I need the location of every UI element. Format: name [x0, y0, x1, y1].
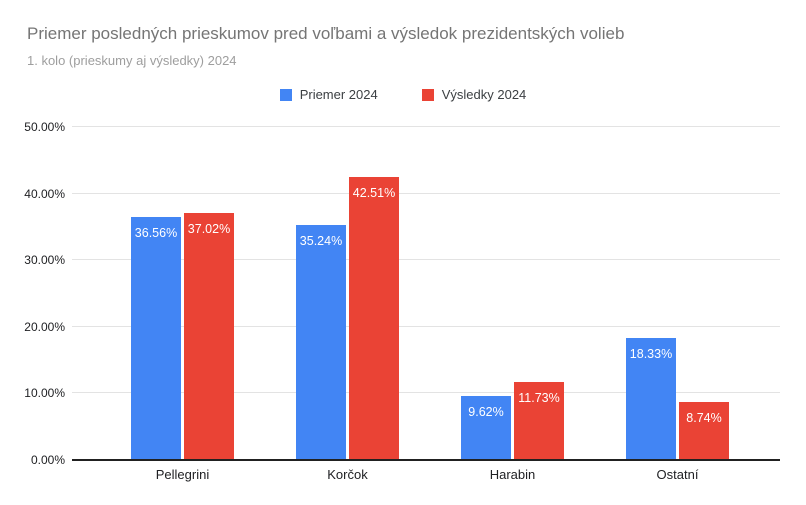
- legend-label: Priemer 2024: [299, 87, 378, 102]
- bar-value-label: 18.33%: [629, 346, 673, 361]
- bar-group-pellegrini: 36.56% 37.02%: [131, 213, 234, 460]
- x-axis-label-ostatni: Ostatní: [656, 467, 699, 482]
- bar-value-label: 36.56%: [134, 225, 178, 240]
- bar-priemer-2024-ostatni[interactable]: 18.33%: [626, 337, 676, 460]
- bar-value-label: 35.24%: [299, 234, 343, 249]
- bar-group-harabin: 9.62% 11.73%: [461, 381, 564, 460]
- bar-priemer-2024-korcok[interactable]: 35.24%: [296, 225, 346, 460]
- bar-vysledky-2024-korcok[interactable]: 42.51%: [349, 176, 399, 460]
- y-axis-tick-label: 40.00%: [24, 186, 65, 201]
- x-axis-line: [72, 459, 780, 461]
- bar-priemer-2024-harabin[interactable]: 9.62%: [461, 395, 511, 460]
- legend-swatch-icon: [279, 88, 292, 101]
- chart-subtitle: 1. kolo (prieskumy aj výsledky) 2024: [27, 53, 237, 68]
- x-axis-label-korcok: Korčok: [327, 467, 368, 482]
- legend-item-priemer-2024: Priemer 2024: [279, 87, 378, 102]
- plot-area: 0.00% 10.00% 20.00% 30.00% 40.00% 50.00% 36.56…: [24, 120, 780, 482]
- gridline: [72, 192, 780, 194]
- bar-value-label: 9.62%: [468, 404, 504, 419]
- bar-value-label: 8.74%: [686, 410, 722, 425]
- bar-value-label: 42.51%: [352, 185, 396, 200]
- y-axis-tick-label: 10.00%: [24, 386, 65, 401]
- bar-value-label: 11.73%: [518, 390, 560, 405]
- gridline: [72, 325, 780, 327]
- bar-vysledky-2024-pellegrini[interactable]: 37.02%: [184, 213, 234, 460]
- y-axis-tick-label: 50.00%: [24, 120, 65, 134]
- bar-value-label: 37.02%: [187, 222, 231, 237]
- y-axis-tick-label: 30.00%: [24, 253, 65, 268]
- y-axis-tick-label: 0.00%: [30, 453, 65, 467]
- y-axis-tick-label: 20.00%: [24, 319, 65, 334]
- legend-swatch-icon: [421, 88, 434, 101]
- gridline: [72, 392, 780, 394]
- bar-group-korcok: 35.24% 42.51%: [296, 176, 399, 460]
- bar-vysledky-2024-ostatni[interactable]: 8.74%: [679, 401, 729, 460]
- x-axis-label-pellegrini: Pellegrini: [155, 467, 210, 482]
- bar-priemer-2024-pellegrini[interactable]: 36.56%: [131, 216, 181, 460]
- bar-vysledky-2024-harabin[interactable]: 11.73%: [514, 381, 564, 460]
- chart-legend: Priemer 2024 Výsledky 2024: [0, 87, 806, 102]
- x-axis-label-harabin: Harabin: [489, 467, 536, 482]
- legend-label: Výsledky 2024: [441, 87, 527, 102]
- gridline: [72, 126, 780, 127]
- legend-item-vysledky-2024: Výsledky 2024: [421, 87, 527, 102]
- bar-group-ostatni: 18.33% 8.74%: [626, 337, 729, 460]
- gridline: [72, 259, 780, 261]
- chart-title: Priemer posledných prieskumov pred voľba…: [27, 24, 625, 43]
